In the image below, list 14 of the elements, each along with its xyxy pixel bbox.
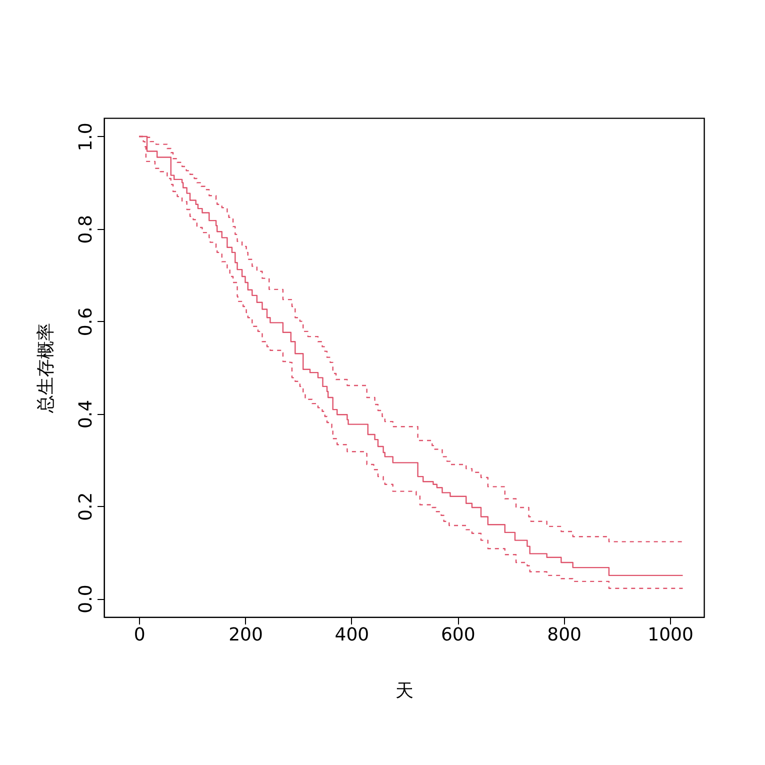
x-tick-label: 1000	[648, 624, 694, 646]
y-axis-title: 总生存概率	[36, 323, 56, 414]
y-tick-label: 0.6	[76, 307, 96, 336]
y-tick-label: 0.8	[76, 215, 96, 244]
y-tick-label: 0.2	[76, 492, 96, 521]
y-tick-label: 0.0	[76, 584, 96, 614]
x-tick-label: 200	[228, 624, 263, 646]
x-axis-title: 天	[396, 680, 414, 702]
x-tick-label: 0	[134, 624, 146, 646]
y-tick-label: 0.4	[76, 400, 96, 429]
y-tick-label: 1.0	[76, 122, 96, 152]
x-tick-label: 800	[547, 624, 582, 646]
x-tick-label: 400	[334, 624, 370, 646]
x-tick-label: 600	[440, 624, 476, 646]
